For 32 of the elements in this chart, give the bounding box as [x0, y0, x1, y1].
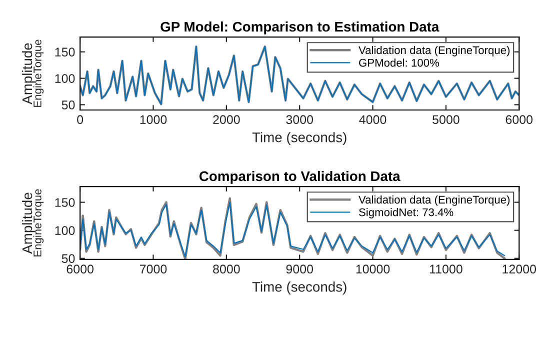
x-tick-label: 0	[77, 115, 84, 124]
legend-label: Validation data (EngineTorque)	[358, 195, 510, 206]
y-axis-title: Amplitude	[22, 192, 35, 254]
x-tick-label: 6000	[66, 264, 94, 274]
x-tick-label: 11000	[430, 264, 462, 274]
x-tick-label: 2000	[213, 115, 240, 124]
y-axis-title: Amplitude	[22, 43, 35, 104]
legend-label: GPModel: 100%	[359, 58, 440, 67]
x-tick-label: 3000	[286, 115, 314, 124]
y-tick-label: 50	[62, 254, 75, 264]
text: EngineTorque	[33, 189, 44, 256]
y-tick-label: 100	[55, 226, 75, 235]
y-tick-label: 100	[55, 74, 75, 83]
y-tick-label: 50	[62, 100, 75, 110]
y-tick-label: 150	[55, 198, 75, 207]
x-axis-title: Time (seconds)	[252, 132, 346, 146]
x-tick-label: 10000	[356, 264, 390, 274]
x-tick-label: 9000	[286, 264, 314, 274]
chart-title: Comparison to Validation Data	[199, 170, 400, 184]
x-axis-title: Time (seconds)	[252, 282, 346, 294]
x-tick-label: 12000	[502, 264, 536, 274]
y-tick-label: 150	[55, 48, 75, 57]
x-tick-label: 8000	[213, 264, 240, 274]
x-tick-label: 1000	[140, 115, 167, 124]
legend-label: Validation data (EngineTorque)	[358, 46, 510, 56]
legend-label: SigmoidNet: 73.4%	[359, 208, 454, 218]
chart-title: GP Model: Comparison to Estimation Data	[160, 21, 440, 34]
x-tick-label: 7000	[140, 264, 167, 274]
x-tick-label: 5000	[432, 115, 460, 124]
x-tick-label: 4000	[359, 115, 386, 124]
text: EngineTorque	[33, 40, 44, 107]
x-tick-label: 6000	[506, 115, 533, 124]
